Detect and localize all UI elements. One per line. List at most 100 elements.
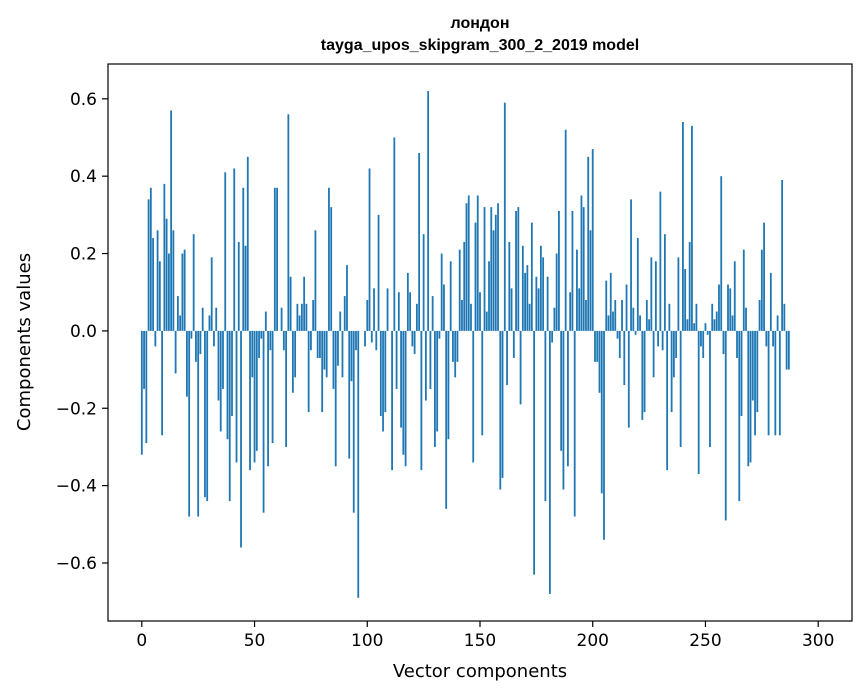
- bar-component-231: [662, 331, 664, 350]
- y-tick-label: 0.6: [70, 90, 97, 110]
- bar-component-83: [328, 188, 330, 331]
- bar-component-152: [484, 207, 486, 331]
- bar-component-205: [603, 331, 605, 540]
- bar-component-280: [772, 331, 774, 346]
- bar-component-106: [380, 331, 382, 416]
- x-tick-label: 150: [464, 631, 496, 651]
- bar-component-183: [554, 308, 556, 331]
- bar-component-264: [736, 331, 738, 358]
- bar-component-247: [698, 331, 700, 474]
- bar-component-70: [299, 315, 301, 330]
- bar-component-19: [184, 250, 186, 331]
- bar-component-268: [745, 308, 747, 331]
- bar-component-151: [481, 331, 483, 435]
- bar-component-164: [511, 288, 513, 331]
- bar-component-12: [168, 254, 170, 331]
- bar-component-228: [655, 261, 657, 331]
- bar-component-77: [315, 230, 317, 331]
- bar-component-185: [558, 211, 560, 331]
- bar-component-158: [497, 203, 499, 331]
- bar-component-47: [247, 157, 249, 331]
- bar-component-173: [531, 223, 533, 331]
- bar-component-138: [452, 331, 454, 362]
- bar-component-212: [619, 331, 621, 358]
- bar-component-101: [369, 168, 371, 330]
- bar-component-195: [581, 196, 583, 331]
- bar-component-155: [490, 207, 492, 331]
- bar-component-204: [601, 331, 603, 493]
- chart-title: лондон: [451, 15, 510, 32]
- bar-component-111: [391, 331, 393, 470]
- bar-component-167: [517, 207, 519, 331]
- bar-component-44: [240, 331, 242, 548]
- bar-component-255: [716, 312, 718, 331]
- bar-component-176: [538, 288, 540, 331]
- bar-component-4: [150, 188, 152, 331]
- y-tick-label: 0.2: [70, 245, 97, 265]
- bar-component-62: [281, 308, 283, 331]
- bar-component-96: [357, 331, 359, 598]
- bar-component-137: [450, 261, 452, 331]
- y-tick-label: −0.6: [56, 554, 97, 574]
- bar-component-75: [310, 331, 312, 350]
- bar-component-79: [319, 331, 321, 358]
- bar-component-20: [186, 331, 188, 397]
- bar-component-209: [612, 312, 614, 331]
- bar-component-57: [269, 331, 271, 350]
- bar-component-81: [324, 331, 326, 370]
- bar-component-211: [617, 331, 619, 339]
- bar-component-206: [605, 281, 607, 331]
- bar-component-174: [533, 331, 535, 575]
- x-tick-label: 0: [136, 631, 147, 651]
- bar-component-254: [714, 319, 716, 331]
- bar-component-272: [754, 331, 756, 435]
- bar-component-240: [682, 122, 684, 331]
- bar-component-241: [684, 269, 686, 331]
- bar-component-282: [777, 315, 779, 330]
- bar-component-21: [188, 331, 190, 517]
- bar-component-121: [414, 331, 416, 354]
- bar-component-182: [551, 331, 553, 343]
- bar-component-260: [727, 284, 729, 330]
- bar-component-226: [650, 257, 652, 330]
- bar-component-13: [170, 110, 172, 330]
- bar-component-115: [400, 331, 402, 428]
- bar-component-18: [182, 254, 184, 331]
- bar-component-30: [209, 315, 211, 330]
- bar-component-184: [556, 254, 558, 331]
- bar-component-35: [220, 331, 222, 432]
- bar-component-275: [761, 250, 763, 331]
- bar-component-271: [752, 331, 754, 401]
- bar-component-38: [227, 331, 229, 439]
- bar-component-5: [152, 238, 154, 331]
- x-tick-label: 300: [802, 631, 834, 651]
- bar-component-94: [353, 331, 355, 513]
- x-tick-label: 200: [577, 631, 609, 651]
- bar-component-245: [693, 323, 695, 331]
- bar-component-1: [143, 331, 145, 389]
- bar-component-52: [258, 331, 260, 358]
- bar-component-33: [215, 308, 217, 331]
- bar-component-133: [441, 254, 443, 331]
- bar-component-76: [312, 300, 314, 331]
- bar-component-89: [342, 331, 344, 377]
- bar-component-3: [148, 199, 150, 331]
- bar-component-278: [768, 331, 770, 435]
- bar-component-60: [276, 188, 278, 331]
- bar-component-257: [720, 176, 722, 331]
- bar-component-199: [590, 230, 592, 331]
- bar-component-198: [587, 157, 589, 331]
- bar-component-153: [486, 312, 488, 331]
- bar-component-59: [274, 188, 276, 331]
- bar-component-64: [285, 331, 287, 447]
- bar-component-136: [448, 331, 450, 439]
- bar-component-227: [653, 331, 655, 377]
- bar-component-24: [195, 331, 197, 362]
- bar-component-233: [666, 331, 668, 470]
- bar-component-175: [535, 277, 537, 331]
- x-axis-label: Vector components: [393, 661, 567, 682]
- bar-component-217: [630, 199, 632, 331]
- bar-component-36: [222, 331, 224, 389]
- bar-component-95: [355, 331, 357, 350]
- bar-component-56: [267, 331, 269, 466]
